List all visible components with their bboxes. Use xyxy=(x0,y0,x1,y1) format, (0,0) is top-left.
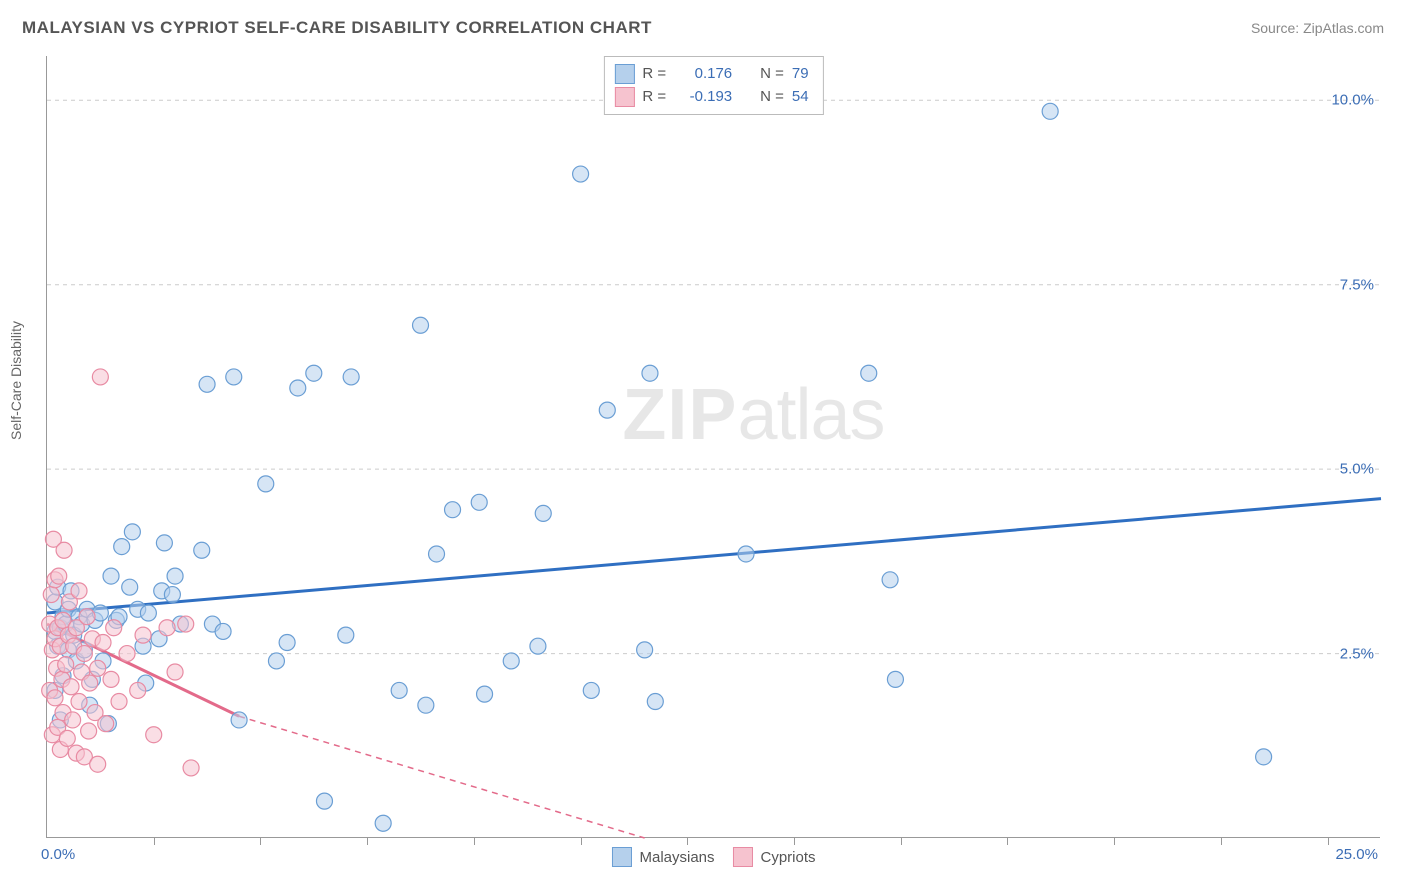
y-tick-label: 5.0% xyxy=(1340,461,1374,478)
x-tick xyxy=(1007,837,1008,845)
y-axis-label: Self-Care Disability xyxy=(8,321,24,440)
x-tick xyxy=(794,837,795,845)
x-tick xyxy=(687,837,688,845)
x-tick xyxy=(367,837,368,845)
x-tick xyxy=(1328,837,1329,845)
chart-title: MALAYSIAN VS CYPRIOT SELF-CARE DISABILIT… xyxy=(22,18,652,38)
x-tick xyxy=(1221,837,1222,845)
x-tick xyxy=(474,837,475,845)
swatch-malaysians xyxy=(614,64,634,84)
swatch-cypriots xyxy=(614,87,634,107)
x-tick xyxy=(154,837,155,845)
x-tick xyxy=(901,837,902,845)
y-tick-label: 10.0% xyxy=(1331,92,1374,109)
legend-row-cypriots: R = -0.193 N = 54 xyxy=(614,86,808,109)
legend-row-malaysians: R = 0.176 N = 79 xyxy=(614,63,808,86)
y-tick-label: 2.5% xyxy=(1340,645,1374,662)
y-tick-label: 7.5% xyxy=(1340,276,1374,293)
swatch-malaysians-icon xyxy=(611,847,631,867)
chart-header: MALAYSIAN VS CYPRIOT SELF-CARE DISABILIT… xyxy=(22,18,1384,38)
legend-item-cypriots: Cypriots xyxy=(733,847,816,867)
xmax-label: 25.0% xyxy=(1335,846,1378,863)
x-tick xyxy=(581,837,582,845)
chart-plot-area: ZIPatlas R = 0.176 N = 79 R = -0.193 N =… xyxy=(46,56,1380,838)
x-tick xyxy=(260,837,261,845)
swatch-cypriots-icon xyxy=(733,847,753,867)
x-tick xyxy=(1114,837,1115,845)
legend-item-malaysians: Malaysians xyxy=(611,847,714,867)
source-label: Source: ZipAtlas.com xyxy=(1251,20,1384,36)
series-legend: Malaysians Cypriots xyxy=(611,847,815,867)
correlation-legend: R = 0.176 N = 79 R = -0.193 N = 54 xyxy=(603,56,823,115)
scatter-svg xyxy=(47,56,1380,837)
origin-label: 0.0% xyxy=(41,846,75,863)
